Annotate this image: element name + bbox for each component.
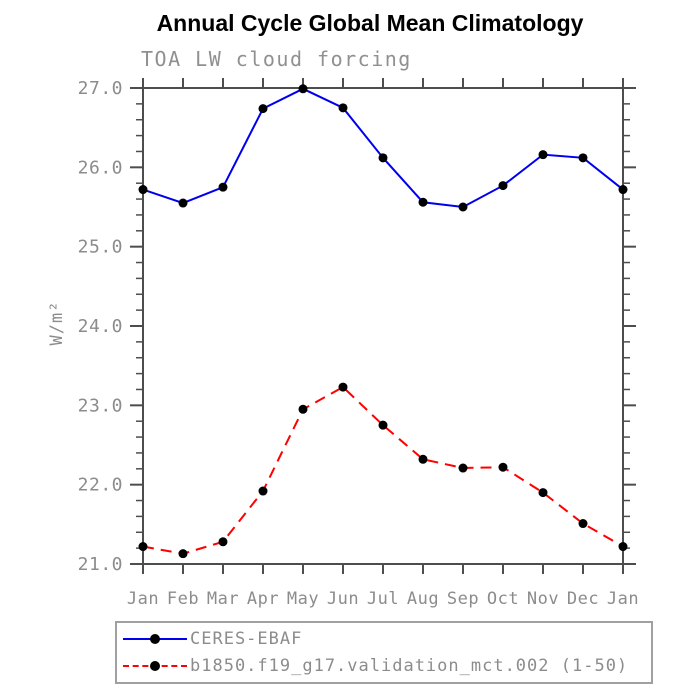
- legend-row-model: b1850.f19_g17.validation_mct.002 (1-50): [123, 654, 651, 678]
- data-point-marker: [178, 198, 188, 208]
- x-tick-label: Mar: [207, 589, 239, 609]
- series-line-0: [142, 87, 624, 209]
- marker-dot-icon: [150, 661, 160, 672]
- chart-subtitle: TOA LW cloud forcing: [141, 47, 412, 71]
- data-point-marker: [378, 420, 388, 430]
- y-tick-label: 26.0: [78, 157, 123, 178]
- series-line-1: [142, 385, 624, 555]
- y-tick-label: 25.0: [78, 237, 123, 258]
- x-tick-label: Jul: [367, 589, 399, 609]
- data-point-marker: [178, 549, 188, 559]
- x-tick-label: Oct: [487, 589, 519, 609]
- legend-sample-obs: [123, 633, 187, 645]
- data-point-marker: [298, 404, 308, 414]
- y-tick-label: 23.0: [78, 395, 123, 416]
- x-tick-label: May: [287, 589, 319, 609]
- data-point-marker: [498, 462, 508, 472]
- data-point-marker: [458, 463, 468, 473]
- legend-sample-model: [123, 660, 187, 672]
- data-point-marker: [578, 519, 588, 529]
- legend-label-model: b1850.f19_g17.validation_mct.002 (1-50): [190, 656, 629, 677]
- x-tick-label: Apr: [247, 589, 279, 609]
- x-tick-label: Dec: [567, 589, 599, 609]
- x-tick-label: Sep: [447, 589, 479, 609]
- data-point-marker: [418, 197, 428, 207]
- data-point-marker: [618, 185, 628, 195]
- data-point-marker: [378, 153, 388, 163]
- data-point-marker: [458, 202, 468, 212]
- chart-title: Annual Cycle Global Mean Climatology: [156, 10, 584, 36]
- data-point-marker: [618, 542, 628, 552]
- y-tick-label: 21.0: [78, 554, 123, 575]
- data-point-marker: [338, 103, 348, 113]
- data-point-marker: [338, 382, 348, 392]
- x-tick-label: Nov: [527, 589, 559, 609]
- data-point-marker: [298, 84, 308, 94]
- x-tick-label: Jan: [607, 589, 639, 609]
- y-tick-label: 27.0: [78, 78, 123, 99]
- legend: CERES-EBAF b1850.f19_g17.validation_mct.…: [115, 621, 653, 684]
- data-point-marker: [538, 150, 548, 160]
- y-tick-label: 22.0: [78, 475, 123, 496]
- data-point-marker: [218, 537, 228, 547]
- y-tick-label: 24.0: [78, 316, 123, 337]
- data-point-marker: [418, 454, 428, 464]
- legend-row-obs: CERES-EBAF: [123, 627, 651, 651]
- marker-dot-icon: [150, 633, 160, 644]
- x-tick-label: Jun: [327, 589, 359, 609]
- x-tick-label: Feb: [167, 589, 199, 609]
- data-point-marker: [538, 488, 548, 498]
- x-tick-label: Aug: [407, 589, 439, 609]
- data-point-marker: [578, 153, 588, 163]
- data-point-marker: [258, 104, 268, 114]
- legend-label-obs: CERES-EBAF: [190, 628, 303, 649]
- data-point-marker: [498, 181, 508, 191]
- data-point-marker: [218, 182, 228, 192]
- x-tick-label: Jan: [127, 589, 159, 609]
- data-point-marker: [258, 486, 268, 496]
- data-point-marker: [138, 542, 148, 552]
- data-point-marker: [138, 185, 148, 195]
